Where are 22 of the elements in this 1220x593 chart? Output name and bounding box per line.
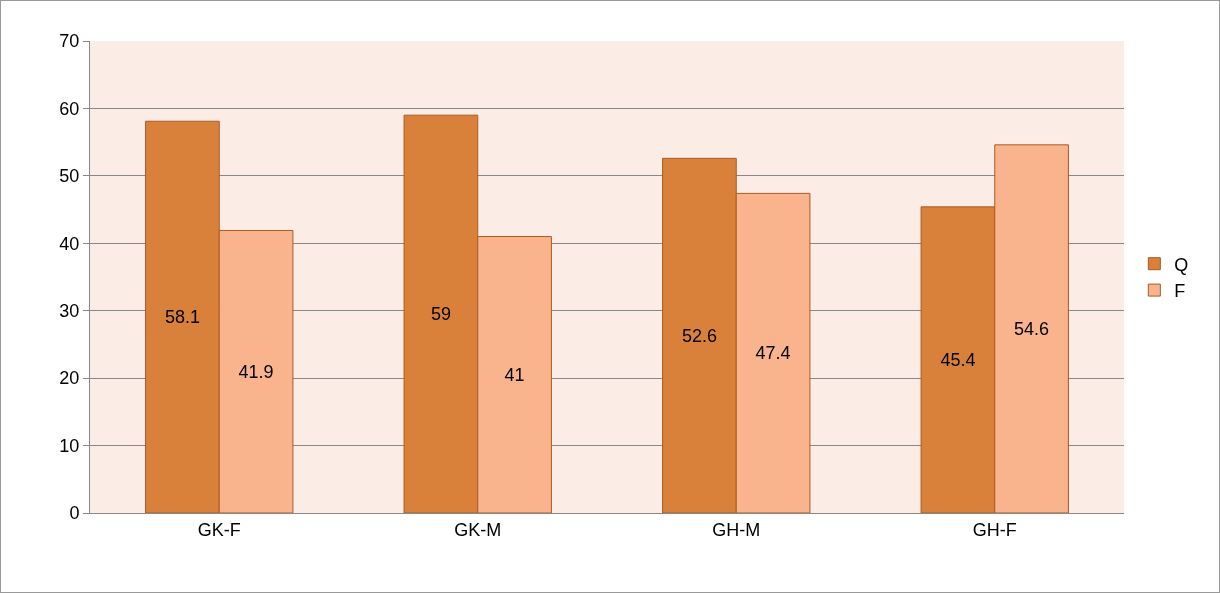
data-label: 54.6 xyxy=(1014,318,1050,339)
x-tick-label: GK-F xyxy=(197,519,241,540)
legend-label: F xyxy=(1174,281,1186,302)
data-label: 41 xyxy=(504,364,525,385)
x-tick-label: GH-M xyxy=(712,519,761,540)
data-label: 45.4 xyxy=(940,349,976,370)
y-tick-label: 60 xyxy=(59,98,80,119)
x-tick-label: GK-M xyxy=(454,519,502,540)
y-tick-label: 20 xyxy=(59,368,80,389)
y-tick-label: 70 xyxy=(59,31,80,52)
y-tick-label: 10 xyxy=(59,435,80,456)
data-label: 47.4 xyxy=(755,343,791,364)
y-tick-label: 50 xyxy=(59,166,80,187)
y-tick-label: 40 xyxy=(59,233,80,254)
data-label: 41.9 xyxy=(238,361,274,382)
data-label: 52.6 xyxy=(681,325,717,346)
x-tick-label: GH-F xyxy=(972,519,1017,540)
y-tick-label: 0 xyxy=(69,503,80,524)
legend-label: Q xyxy=(1174,254,1189,275)
y-tick-label: 30 xyxy=(59,301,80,322)
data-label: 58.1 xyxy=(164,307,200,328)
data-label: 59 xyxy=(430,304,451,325)
